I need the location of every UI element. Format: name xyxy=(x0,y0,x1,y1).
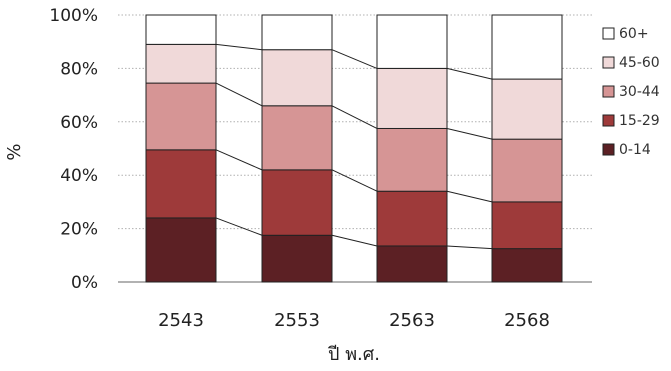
connector-line xyxy=(331,234,378,247)
bar-segment-15-29-2563 xyxy=(376,190,448,247)
bar-segment-30-44-2563 xyxy=(376,127,448,192)
x-axis-title: ปี พ.ศ. xyxy=(328,344,380,365)
bar-segment-0-14-2553 xyxy=(261,234,333,283)
connector-line xyxy=(446,67,493,80)
bar-segment-45-60-2563 xyxy=(376,67,448,129)
y-tick-label: 80% xyxy=(60,59,98,79)
legend-swatch-30-44 xyxy=(602,85,615,98)
legend-swatch-60+ xyxy=(602,27,615,40)
bar-segment-15-29-2543 xyxy=(145,149,217,219)
connector-line xyxy=(215,217,263,236)
y-tick-label: 100% xyxy=(49,6,98,26)
y-tick-label: 60% xyxy=(60,113,98,133)
y-tick-labels: 0% 20% 40% 60% 80% 100% xyxy=(49,6,98,293)
connector-line xyxy=(446,245,493,250)
y-tick-label: 0% xyxy=(71,273,98,293)
connector-line xyxy=(215,43,263,51)
connector-line xyxy=(446,190,493,203)
x-tick-label: 2553 xyxy=(274,310,320,331)
bar-segment-15-29-2553 xyxy=(261,169,333,236)
bar-segment-30-44-2543 xyxy=(145,82,217,151)
x-tick-label: 2568 xyxy=(504,310,550,331)
legend-label-30-44: 30-44 xyxy=(619,84,660,100)
connector-line xyxy=(331,105,378,129)
connector-line xyxy=(446,127,493,140)
x-tick-label: 2563 xyxy=(389,310,435,331)
bar-segment-30-44-2568 xyxy=(491,138,563,203)
bar-segment-60+-2568 xyxy=(491,14,563,80)
x-category-labels: 2543 2553 2563 2568 xyxy=(158,310,550,331)
connector-line xyxy=(215,149,263,171)
y-axis-title: % xyxy=(4,143,25,160)
bar-segment-60+-2553 xyxy=(261,14,333,51)
legend-swatch-45-60 xyxy=(602,56,615,69)
legend-swatch-0-14 xyxy=(602,143,615,156)
legend-label-45-60: 45-60 xyxy=(619,55,660,71)
bar-segment-45-60-2553 xyxy=(261,49,333,107)
bar-segment-15-29-2568 xyxy=(491,201,563,250)
legend-label-15-29: 15-29 xyxy=(619,113,660,129)
bar-segment-30-44-2553 xyxy=(261,105,333,171)
bar-segment-0-14-2568 xyxy=(491,248,563,283)
legend-label-0-14: 0-14 xyxy=(619,142,651,158)
connector-line xyxy=(331,49,378,69)
bar-segment-0-14-2563 xyxy=(376,245,448,283)
connector-line xyxy=(331,169,378,192)
y-tick-label: 40% xyxy=(60,166,98,186)
bar-segment-60+-2563 xyxy=(376,14,448,69)
bar-segment-45-60-2568 xyxy=(491,78,563,140)
legend-label-60+: 60+ xyxy=(619,26,649,42)
x-tick-label: 2543 xyxy=(158,310,204,331)
connector-line xyxy=(215,82,263,107)
y-tick-label: 20% xyxy=(60,220,98,240)
bar-segment-0-14-2543 xyxy=(145,217,217,283)
legend-swatch-15-29 xyxy=(602,114,615,127)
bar-segment-60+-2543 xyxy=(145,14,217,45)
legend: 60+ 45-60 30-44 15-29 0-14 xyxy=(602,26,660,158)
bar-segment-45-60-2543 xyxy=(145,43,217,84)
connector-lines xyxy=(215,43,493,250)
bars xyxy=(145,14,563,283)
